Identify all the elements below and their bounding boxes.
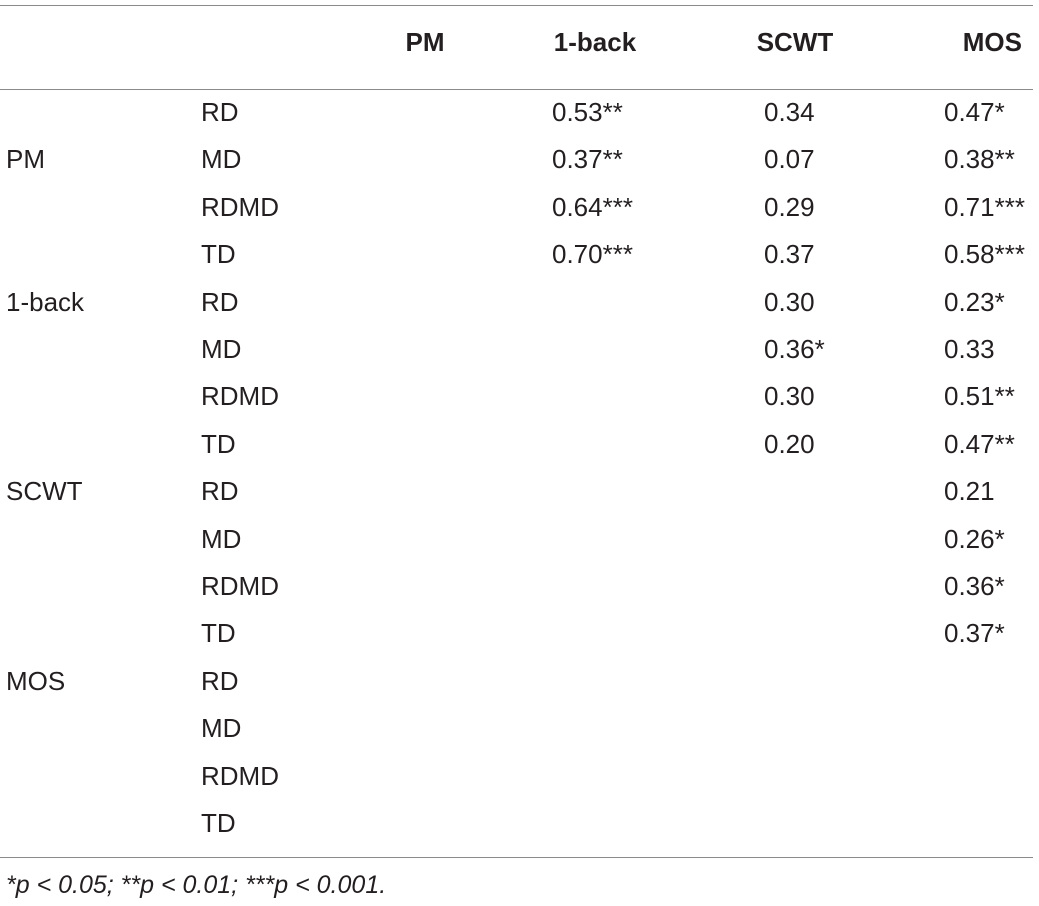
row-sub-label: RDMD <box>201 381 279 411</box>
row-group-label: MOS <box>6 666 66 696</box>
header-1-back: 1-back <box>553 27 637 57</box>
table-header-rule <box>0 89 1033 90</box>
cell-1-back: 0.64*** <box>552 192 633 222</box>
row-sub-label: MD <box>201 524 242 554</box>
row-group-label: PM <box>6 144 45 174</box>
table-top-rule <box>0 5 1033 6</box>
cell-mos: 0.36* <box>944 571 1005 601</box>
row-sub-label: RD <box>201 476 239 506</box>
cell-mos: 0.38** <box>944 144 1015 174</box>
row-sub-label: RD <box>201 287 239 317</box>
row-sub-label: TD <box>201 239 236 269</box>
row-group-label: SCWT <box>6 476 83 506</box>
cell-mos: 0.21 <box>944 476 995 506</box>
row-sub-label: RD <box>201 97 239 127</box>
row-sub-label: MD <box>201 334 242 364</box>
row-sub-label: MD <box>201 144 242 174</box>
cell-mos: 0.47** <box>944 429 1015 459</box>
row-sub-label: RDMD <box>201 192 279 222</box>
row-sub-label: TD <box>201 618 236 648</box>
cell-1-back: 0.53** <box>552 97 623 127</box>
cell-mos: 0.47* <box>944 97 1005 127</box>
header-scwt: SCWT <box>756 27 834 57</box>
cell-mos: 0.26* <box>944 524 1005 554</box>
cell-1-back: 0.70*** <box>552 239 633 269</box>
cell-mos: 0.58*** <box>944 239 1025 269</box>
cell-mos: 0.33 <box>944 334 995 364</box>
cell-mos: 0.23* <box>944 287 1005 317</box>
cell-mos: 0.37* <box>944 618 1005 648</box>
header-mos: MOS <box>962 27 1022 57</box>
cell-mos: 0.71*** <box>944 192 1025 222</box>
cell-1-back: 0.37** <box>552 144 623 174</box>
cell-scwt: 0.30 <box>764 381 815 411</box>
cell-scwt: 0.29 <box>764 192 815 222</box>
cell-scwt: 0.20 <box>764 429 815 459</box>
cell-scwt: 0.37 <box>764 239 815 269</box>
row-sub-label: RDMD <box>201 761 279 791</box>
cell-scwt: 0.34 <box>764 97 815 127</box>
row-sub-label: RDMD <box>201 571 279 601</box>
row-sub-label: RD <box>201 666 239 696</box>
row-group-label: 1-back <box>6 287 85 317</box>
cell-scwt: 0.30 <box>764 287 815 317</box>
header-pm: PM <box>405 27 445 57</box>
cell-scwt: 0.07 <box>764 144 815 174</box>
row-sub-label: MD <box>201 713 242 743</box>
table-footnote: *p < 0.05; **p < 0.01; ***p < 0.001. <box>6 871 387 899</box>
table-bottom-rule <box>0 857 1033 858</box>
row-sub-label: TD <box>201 808 236 838</box>
row-sub-label: TD <box>201 429 236 459</box>
cell-mos: 0.51** <box>944 381 1015 411</box>
cell-scwt: 0.36* <box>764 334 825 364</box>
